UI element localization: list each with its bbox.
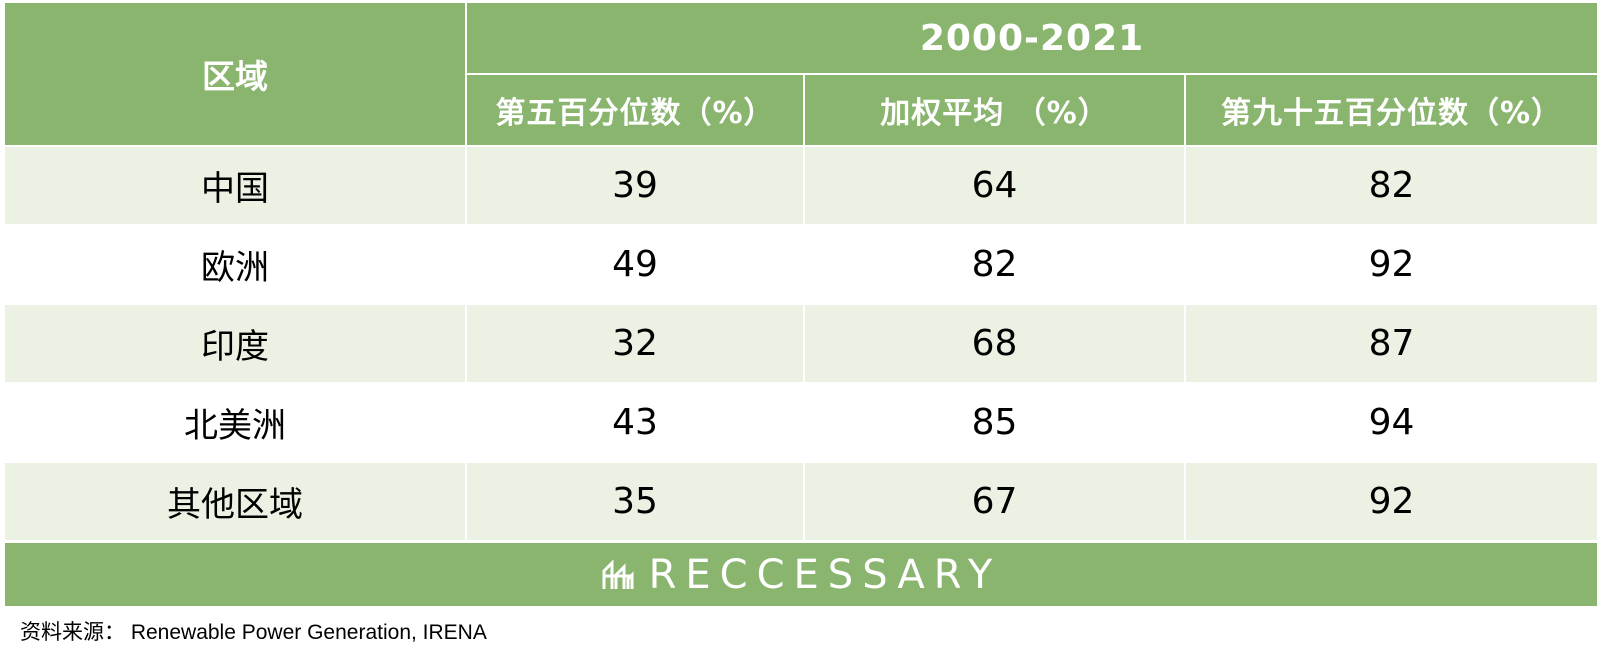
region-cell: 印度 [5, 303, 467, 384]
p5-cell: 39 [465, 145, 805, 226]
region-cell: 欧洲 [5, 224, 467, 305]
region-cell: 中国 [5, 145, 467, 226]
table-row: 印度 32 68 87 [5, 303, 1598, 384]
p95-cell: 92 [1183, 461, 1598, 542]
source-note: 资料来源： Renewable Power Generation, IRENA [20, 621, 487, 644]
region-cell: 北美洲 [5, 382, 467, 463]
data-table: 区域 2000-2021 第五百分位数（%） 加权平均 （%） 第九十五百分位数… [5, 3, 1598, 542]
p95-cell: 82 [1183, 145, 1598, 226]
p95-cell: 87 [1183, 303, 1598, 384]
table-row: 其他区域 35 67 92 [5, 461, 1598, 542]
p5-cell: 35 [465, 461, 805, 542]
weighted-avg-cell: 68 [803, 303, 1186, 384]
header-p95: 第九十五百分位数（%） [1183, 73, 1598, 147]
weighted-avg-cell: 67 [803, 461, 1186, 542]
brand-name: RECCESSARY [648, 551, 1002, 598]
weighted-avg-cell: 64 [803, 145, 1186, 226]
header-period: 2000-2021 [464, 3, 1598, 75]
table-row: 欧洲 49 82 92 [5, 224, 1598, 305]
header-region: 区域 [5, 3, 467, 147]
p5-cell: 32 [465, 303, 805, 384]
header-weighted-average: 加权平均 （%） [803, 73, 1186, 147]
table-row: 中国 39 64 82 [5, 145, 1598, 226]
header-p5: 第五百分位数（%） [466, 73, 805, 147]
weighted-avg-cell: 82 [803, 224, 1186, 305]
table-row: 北美洲 43 85 94 [5, 382, 1598, 463]
p5-cell: 43 [465, 382, 805, 463]
weighted-avg-cell: 85 [803, 382, 1186, 463]
region-cell: 其他区域 [5, 461, 467, 542]
p5-cell: 49 [465, 224, 805, 305]
p95-cell: 94 [1183, 382, 1598, 463]
reccessary-logo-icon [602, 558, 634, 589]
brand-band: RECCESSARY [5, 543, 1597, 606]
p95-cell: 92 [1183, 224, 1598, 305]
